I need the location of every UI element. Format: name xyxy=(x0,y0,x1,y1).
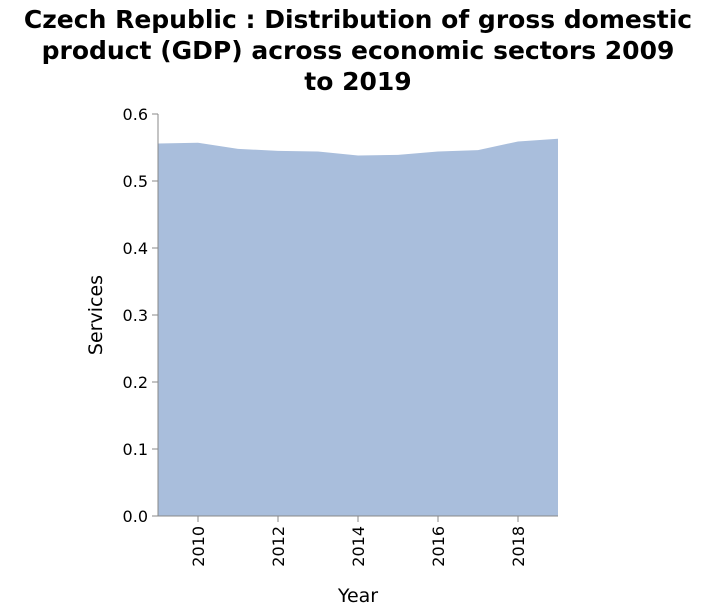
y-tick-label: 0.3 xyxy=(123,306,148,325)
x-tick-label: 2012 xyxy=(269,526,288,567)
y-tick-label: 0.0 xyxy=(123,507,148,526)
y-axis-title: Services xyxy=(85,275,107,355)
y-tick-label: 0.4 xyxy=(123,239,148,258)
x-tick-label: 2010 xyxy=(189,526,208,567)
chart-title: Czech Republic : Distribution of gross d… xyxy=(23,5,693,96)
x-tick-label: 2014 xyxy=(349,526,368,567)
x-axis: 2010 2012 2014 2016 2018 xyxy=(158,515,558,567)
y-tick-label: 0.2 xyxy=(123,373,148,392)
y-tick-label: 0.5 xyxy=(123,172,148,191)
y-axis: 0.0 0.1 0.2 0.3 0.4 0.5 0.6 xyxy=(123,105,159,526)
y-tick-label: 0.1 xyxy=(123,440,148,459)
x-tick-label: 2018 xyxy=(509,526,528,567)
x-axis-title: Year xyxy=(337,585,378,607)
x-tick-label: 2016 xyxy=(429,526,448,567)
services-area xyxy=(158,138,558,517)
plot-area xyxy=(157,138,559,517)
y-tick-label: 0.6 xyxy=(123,105,148,124)
